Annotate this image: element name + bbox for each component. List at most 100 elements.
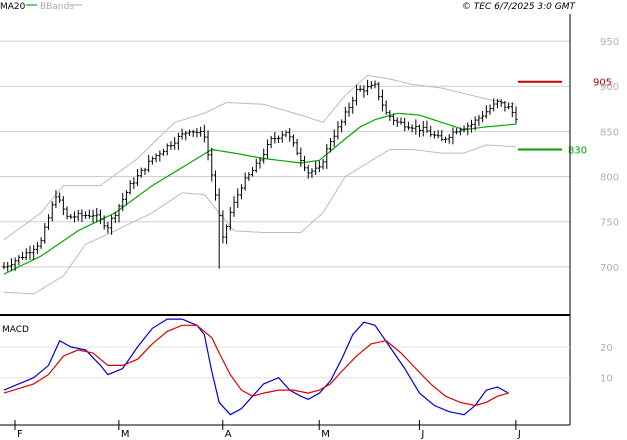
price-y-tick-label: 950 <box>600 37 619 48</box>
price-bar <box>314 161 318 176</box>
price-bar <box>443 136 448 144</box>
x-month-label: F <box>17 429 23 440</box>
price-bar <box>61 196 65 216</box>
price-bar <box>254 158 258 173</box>
price-bar <box>317 160 321 173</box>
price-bar <box>132 177 136 190</box>
price-bar <box>406 121 411 131</box>
price-bar <box>232 196 236 217</box>
price-bar <box>158 150 162 162</box>
price-bar <box>210 147 214 182</box>
price-bar <box>35 242 39 255</box>
price-bar <box>310 168 314 179</box>
level-905-label: 905 <box>593 78 612 89</box>
price-bar <box>369 80 373 89</box>
price-bar <box>72 211 77 223</box>
price-bar <box>173 137 177 150</box>
price-bar <box>250 167 255 177</box>
price-bar <box>302 155 307 172</box>
macd-y-tick-label: 10 <box>600 374 613 385</box>
price-bar <box>184 130 188 141</box>
chart-header: MA20 BBands © TEC 6/7/2025 3:0 GMT <box>0 2 576 12</box>
price-bar <box>421 120 425 137</box>
legend-ma20: MA20 <box>0 2 26 12</box>
price-y-tick-label: 900 <box>600 82 619 93</box>
price-bar <box>351 96 355 114</box>
x-month-label: A <box>225 429 232 440</box>
price-bar <box>46 214 51 230</box>
price-bar <box>202 124 206 143</box>
price-bar <box>135 169 140 186</box>
price-bar <box>58 192 62 204</box>
price-bar <box>243 172 247 191</box>
price-bar <box>24 248 28 261</box>
price-bar <box>469 119 474 133</box>
price-bar <box>403 117 407 132</box>
price-bar <box>466 122 470 136</box>
price-bar <box>291 134 295 147</box>
price-bar <box>54 190 58 208</box>
price-bar <box>514 106 518 124</box>
price-bar <box>306 164 310 179</box>
price-bar <box>399 117 403 125</box>
price-bar <box>284 130 288 138</box>
price-bar <box>510 102 514 118</box>
macd-panel-label: MACD <box>2 325 29 335</box>
price-bar <box>139 167 143 178</box>
price-bar <box>2 262 6 270</box>
price-y-tick-label: 700 <box>600 263 619 274</box>
price-bar <box>169 141 173 150</box>
price-bar <box>195 128 199 138</box>
macd-y-tick-label: 20 <box>600 343 613 354</box>
price-bar <box>484 105 488 119</box>
price-bar <box>69 214 73 220</box>
x-month-label: M <box>321 429 330 440</box>
price-bar <box>39 237 43 249</box>
price-bar <box>13 257 17 271</box>
price-bar <box>269 135 273 149</box>
price-bar <box>121 192 125 212</box>
price-bar <box>217 188 221 269</box>
legend-bbands: BBands <box>40 2 74 12</box>
price-bar <box>458 127 462 136</box>
macd-gridlines <box>0 346 570 379</box>
price-bar <box>332 129 336 147</box>
price-bar <box>128 180 132 195</box>
price-bar <box>462 125 466 133</box>
price-bar <box>161 148 166 156</box>
price-bar <box>410 124 414 133</box>
price-bar <box>417 124 422 137</box>
price-bar <box>499 99 503 107</box>
price-bar <box>9 258 14 272</box>
price-bar <box>239 184 244 200</box>
price-bar <box>321 158 325 170</box>
price-bar <box>180 128 184 140</box>
price-bar <box>76 209 80 222</box>
price-bar <box>325 143 329 169</box>
price-bar <box>228 207 232 231</box>
price-bar <box>455 128 459 135</box>
price-bar <box>28 245 32 260</box>
price-bar <box>98 209 103 224</box>
price-bar <box>191 129 195 138</box>
macd-lines <box>3 318 509 416</box>
price-y-tick-label: 750 <box>600 218 619 229</box>
price-levels: 905 830 <box>518 78 612 156</box>
price-bar <box>436 130 440 139</box>
price-bar <box>20 251 25 261</box>
price-bar <box>84 211 88 219</box>
price-bar <box>358 85 362 92</box>
price-bar <box>495 98 500 109</box>
price-bar <box>236 188 240 208</box>
price-panel-background <box>0 14 570 312</box>
price-y-axis: 950 900 850 800 750 700 <box>600 37 619 274</box>
price-bar <box>143 167 147 175</box>
x-month-label: J <box>420 429 424 440</box>
price-bar <box>328 137 333 153</box>
bollinger-bands <box>3 74 517 295</box>
price-bar <box>365 79 370 96</box>
price-bar <box>451 127 455 145</box>
price-bar <box>199 126 203 137</box>
